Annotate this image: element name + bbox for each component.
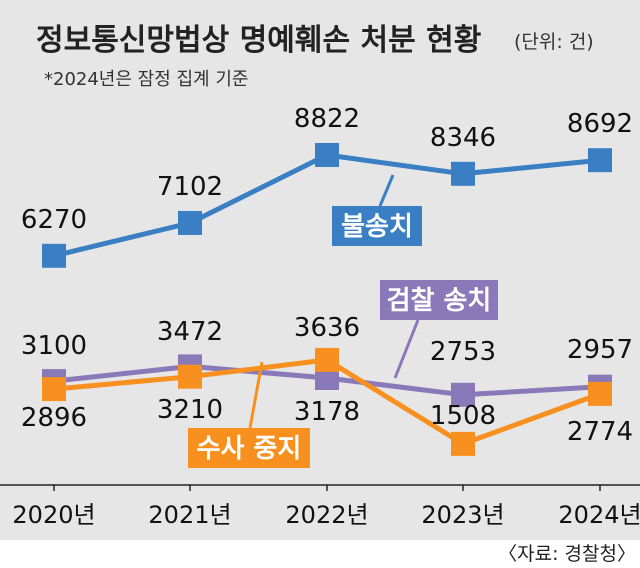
value-label-blue: 7102	[157, 172, 223, 202]
x-tick-label: 2020년	[12, 501, 95, 529]
x-tick-label: 2022년	[285, 501, 368, 529]
x-tick-label: 2021년	[148, 501, 231, 529]
series-label-purple: 검찰 송치	[387, 286, 492, 316]
data-point-blue	[42, 243, 66, 268]
value-label-orange: 2896	[21, 403, 87, 433]
data-point-orange	[451, 431, 475, 456]
chart-background	[0, 0, 640, 540]
data-point-blue	[451, 161, 475, 186]
value-label-blue: 8692	[567, 109, 633, 139]
value-label-purple: 2753	[430, 337, 496, 367]
chart-title: 정보통신망법상 명예훼손 처분 현황	[36, 23, 481, 58]
series-label-orange: 수사 중지	[197, 434, 302, 464]
value-label-purple: 2957	[567, 335, 633, 365]
series-label-box-purple	[380, 280, 498, 320]
data-point-orange	[178, 364, 202, 389]
unit-label: (단위: 건)	[514, 31, 594, 53]
data-point-blue	[315, 143, 339, 167]
data-point-blue	[588, 148, 612, 173]
series-label-box-blue	[332, 206, 422, 246]
source-label: 〈자료: 경찰청〉	[498, 543, 636, 565]
value-label-purple: 3472	[157, 317, 223, 347]
value-label-orange: 2774	[567, 417, 633, 447]
value-label-purple: 3178	[294, 397, 360, 427]
data-point-orange	[42, 377, 66, 402]
value-label-blue: 8346	[430, 123, 496, 153]
value-label-blue: 8822	[294, 104, 360, 134]
value-label-orange: 3636	[294, 313, 360, 343]
value-label-purple: 3100	[21, 331, 87, 361]
data-point-purple	[451, 382, 475, 407]
data-point-orange	[315, 347, 339, 372]
value-label-orange: 1508	[430, 401, 496, 431]
value-label-orange: 3210	[157, 395, 223, 425]
data-point-blue	[178, 211, 202, 235]
series-label-blue: 불송치	[341, 212, 413, 242]
leader-line-blue	[378, 174, 395, 207]
data-point-orange	[588, 381, 612, 406]
leader-line-orange	[248, 361, 264, 429]
footnote: *2024년은 잠정 집계 기준	[44, 69, 248, 90]
value-label-blue: 6270	[21, 205, 87, 235]
leader-line-purple	[393, 319, 420, 379]
x-tick-label: 2023년	[421, 501, 504, 529]
series-label-box-orange	[188, 428, 310, 468]
x-tick-label: 2024년	[558, 501, 640, 529]
